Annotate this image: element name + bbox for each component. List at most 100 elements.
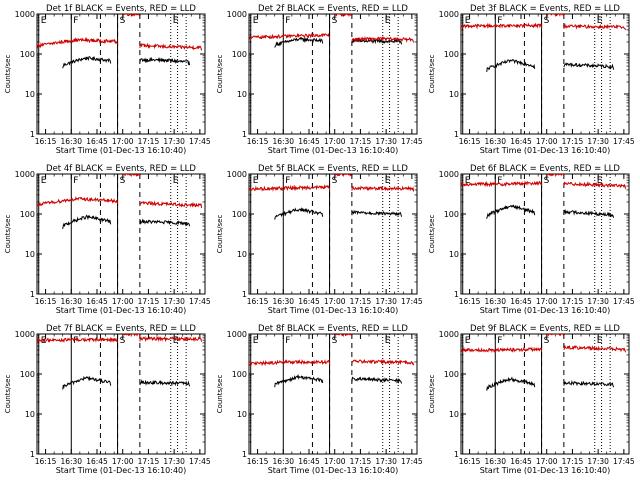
x-axis-label: Start Time (01-Dec-13 16:10:40) xyxy=(480,306,611,315)
x-axis-label: Start Time (01-Dec-13 16:10:40) xyxy=(268,306,399,315)
axes-frame xyxy=(36,13,206,135)
y-tick-label: 100 xyxy=(20,210,35,219)
event-marker-label: E xyxy=(465,16,471,26)
y-tick-label: 1 xyxy=(242,290,247,299)
event-marker-label: S xyxy=(544,16,550,26)
event-marker-label: S xyxy=(332,176,338,186)
x-tick-label: 17:30 xyxy=(375,457,397,466)
y-tick-label: 10 xyxy=(237,250,247,259)
event-marker-label: E xyxy=(173,176,179,186)
series-line xyxy=(249,184,331,192)
series-line xyxy=(274,207,324,220)
event-marker-label: E xyxy=(253,176,259,186)
chart-panel: Det 7f BLACK = Events, RED = LLD 1 10 100 10… xyxy=(4,324,211,475)
x-tick-label: 16:45 xyxy=(298,297,320,306)
series-line xyxy=(334,174,353,177)
x-tick-label: 17:30 xyxy=(163,137,185,146)
series-line xyxy=(546,14,565,18)
x-tick-label: 17:30 xyxy=(375,137,397,146)
axes-frame xyxy=(460,13,630,135)
x-tick-label: 16:15 xyxy=(35,297,57,306)
series-line xyxy=(249,32,331,41)
x-tick-label: 17:00 xyxy=(324,137,346,146)
y-axis-label: Counts/sec xyxy=(4,215,12,254)
event-marker-label: S xyxy=(544,176,550,186)
x-tick-label: 17:15 xyxy=(350,297,372,306)
series-line xyxy=(351,35,415,43)
series-line xyxy=(62,214,112,229)
x-tick-label: 16:30 xyxy=(484,137,506,146)
chart-title: Det 7f BLACK = Events, RED = LLD xyxy=(46,324,196,334)
x-axis-label: Start Time (01-Dec-13 16:10:40) xyxy=(480,146,611,155)
event-marker-label: E xyxy=(465,336,471,346)
x-tick-label: 16:45 xyxy=(86,457,108,466)
series-line xyxy=(139,56,191,66)
x-tick-label: 16:30 xyxy=(272,297,294,306)
y-tick-label: 1000 xyxy=(439,10,459,19)
y-tick-label: 1000 xyxy=(227,330,247,339)
y-tick-label: 100 xyxy=(232,50,247,59)
y-tick-label: 100 xyxy=(444,210,459,219)
x-tick-label: 17:15 xyxy=(138,457,160,466)
x-tick-label: 17:45 xyxy=(613,297,635,306)
x-tick-label: 17:00 xyxy=(536,457,558,466)
y-tick-label: 1 xyxy=(30,130,35,139)
chart-panel: Det 1f BLACK = Events, RED = LLD 1 10 100 10… xyxy=(4,4,211,155)
x-tick-label: 17:30 xyxy=(587,297,609,306)
axes-frame xyxy=(248,333,418,455)
y-tick-label: 10 xyxy=(449,410,459,419)
y-axis-label: Counts/sec xyxy=(4,375,12,414)
y-tick-label: 100 xyxy=(20,50,35,59)
x-tick-label: 16:30 xyxy=(60,457,82,466)
x-tick-label: 16:15 xyxy=(459,297,481,306)
event-marker-label: F xyxy=(497,336,502,346)
axes-frame xyxy=(460,173,630,295)
y-tick-label: 10 xyxy=(237,90,247,99)
chart-title: Det 8f BLACK = Events, RED = LLD xyxy=(258,324,408,334)
y-tick-label: 1000 xyxy=(15,170,35,179)
y-tick-label: 1000 xyxy=(439,330,459,339)
y-tick-label: 10 xyxy=(449,250,459,259)
axes-frame xyxy=(36,333,206,455)
series-line xyxy=(563,62,615,70)
y-tick-label: 10 xyxy=(237,410,247,419)
event-marker-label: E xyxy=(597,16,603,26)
chart-panel: Det 6f BLACK = Events, RED = LLD 1 10 100 10… xyxy=(428,164,635,315)
series-line xyxy=(334,334,353,337)
series-line xyxy=(139,379,191,387)
y-tick-label: 1 xyxy=(30,290,35,299)
series-line xyxy=(37,196,119,208)
x-tick-label: 17:45 xyxy=(401,297,423,306)
y-tick-label: 1 xyxy=(454,290,459,299)
y-tick-label: 1 xyxy=(454,450,459,459)
x-tick-label: 17:00 xyxy=(112,297,134,306)
chart-panel: Det 3f BLACK = Events, RED = LLD 1 10 100 10… xyxy=(428,4,635,155)
y-tick-label: 100 xyxy=(20,370,35,379)
x-tick-label: 16:45 xyxy=(510,457,532,466)
series-line xyxy=(486,376,536,391)
chart-panel: Det 4f BLACK = Events, RED = LLD 1 10 100 10… xyxy=(4,164,211,315)
x-tick-label: 16:15 xyxy=(247,297,269,306)
event-marker-label: S xyxy=(332,336,338,346)
event-marker-label: E xyxy=(173,16,179,26)
x-tick-label: 17:15 xyxy=(562,457,584,466)
x-tick-label: 17:15 xyxy=(562,137,584,146)
y-tick-label: 1 xyxy=(242,450,247,459)
event-marker-label: E xyxy=(597,176,603,186)
x-tick-label: 16:45 xyxy=(510,297,532,306)
event-marker-label: E xyxy=(385,336,391,346)
y-axis-label: Counts/sec xyxy=(216,55,224,94)
chart-title: Det 3f BLACK = Events, RED = LLD xyxy=(470,4,620,14)
chart-panel: Det 2f BLACK = Events, RED = LLD 1 10 100 10… xyxy=(216,4,423,155)
x-tick-label: 16:15 xyxy=(35,457,57,466)
event-marker-label: E xyxy=(41,176,47,186)
series-line xyxy=(461,22,543,30)
event-marker-label: E xyxy=(465,176,471,186)
y-axis-label: Counts/sec xyxy=(216,215,224,254)
x-tick-label: 17:00 xyxy=(324,457,346,466)
y-tick-label: 100 xyxy=(444,50,459,59)
series-line xyxy=(37,36,119,49)
event-marker-label: E xyxy=(597,336,603,346)
x-tick-label: 16:45 xyxy=(86,137,108,146)
